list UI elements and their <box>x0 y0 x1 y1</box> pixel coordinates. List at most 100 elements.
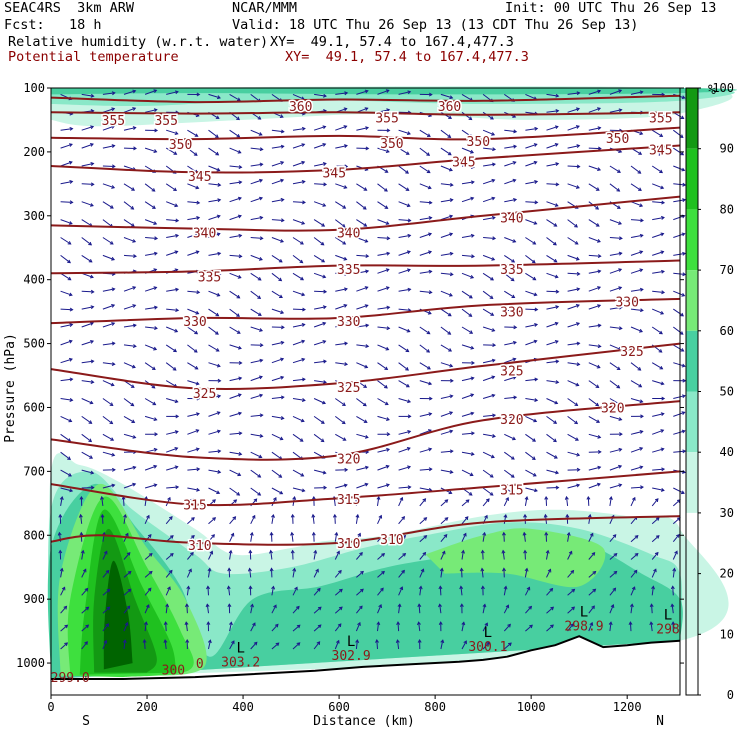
wind-vector <box>314 359 327 364</box>
wind-vector <box>651 498 659 507</box>
wind-vector <box>440 344 453 352</box>
rh-bl-50 <box>47 483 683 679</box>
wind-vector <box>567 467 581 472</box>
wind-vector <box>546 568 552 578</box>
wind-vector <box>81 289 95 294</box>
wind-vector <box>81 125 95 131</box>
wind-vector <box>271 325 285 330</box>
wind-vector <box>144 344 158 351</box>
wind-vector <box>166 201 179 208</box>
wind-vector <box>356 126 370 131</box>
wind-vector <box>226 585 231 596</box>
wind-vector <box>208 449 222 454</box>
wind-vector <box>609 165 621 173</box>
wind-vector <box>187 551 194 560</box>
wind-vector <box>81 469 95 475</box>
x-tick-label: 400 <box>232 700 254 714</box>
wind-vector <box>525 180 539 185</box>
wind-vector <box>416 621 421 632</box>
wind-vector <box>356 551 363 560</box>
theta-label: 355 <box>649 111 672 126</box>
wind-vector <box>355 513 360 524</box>
wind-vector <box>630 485 644 490</box>
wind-vector <box>588 380 600 389</box>
wind-vector <box>609 483 623 489</box>
wind-vector <box>546 305 560 310</box>
wind-vector <box>398 535 407 543</box>
y-tick-label: 700 <box>23 464 45 478</box>
wind-vector <box>60 160 73 167</box>
wind-vector <box>503 496 509 507</box>
wind-vector <box>334 531 339 542</box>
wind-vector <box>166 326 179 333</box>
wind-vector <box>356 344 370 349</box>
surface-theta-label: 0 <box>196 657 204 672</box>
wind-vector <box>292 272 305 281</box>
wind-vector <box>673 411 686 417</box>
wind-vector <box>58 549 63 560</box>
wind-vector <box>292 469 305 477</box>
wind-vector <box>461 640 467 650</box>
wind-vector <box>58 513 63 524</box>
wind-vector <box>673 165 686 172</box>
wind-vector <box>187 344 198 353</box>
wind-vector <box>609 286 623 292</box>
y-tick-label: 300 <box>23 209 45 223</box>
wind-vector <box>377 464 390 471</box>
wind-vector <box>100 495 104 506</box>
wind-vector <box>673 394 686 399</box>
wind-vector <box>60 487 74 493</box>
wind-vector <box>229 308 240 317</box>
wind-vector <box>651 129 664 137</box>
wind-vector <box>588 107 602 113</box>
wind-vector <box>81 340 95 346</box>
wind-vector <box>673 182 687 187</box>
wind-vector <box>630 165 642 174</box>
wind-vector <box>356 465 369 471</box>
wind-vector <box>525 143 538 149</box>
rh-mid-60 <box>425 528 606 588</box>
wind-vector <box>419 147 431 156</box>
wind-vector <box>208 362 221 368</box>
wind-vector <box>567 322 581 328</box>
wind-vector <box>271 237 285 243</box>
wind-vector <box>166 465 179 471</box>
wind-vector <box>673 251 687 256</box>
wind-vector <box>184 621 189 632</box>
wind-vector <box>208 344 220 352</box>
wind-vector <box>609 236 623 241</box>
wind-vector <box>377 415 390 421</box>
wind-vector <box>335 287 348 292</box>
surface-low-value: 298 <box>656 623 679 638</box>
wind-vector <box>81 398 94 405</box>
wind-vector <box>480 567 485 578</box>
wind-vector <box>60 272 72 281</box>
wind-vector <box>525 200 539 205</box>
wind-vector <box>567 588 576 596</box>
wind-vector <box>461 344 475 350</box>
wind-vector <box>419 380 433 386</box>
wind-vector <box>81 433 93 443</box>
colorbar-tick-label: 20 <box>720 567 734 581</box>
wind-vector <box>419 250 433 256</box>
wind-vector <box>356 605 363 614</box>
wind-vector <box>187 183 200 190</box>
wind-vector <box>187 326 199 335</box>
wind-vector <box>229 196 242 203</box>
wind-vector <box>187 517 195 525</box>
wind-vector <box>503 513 508 524</box>
wind-vector <box>672 326 684 335</box>
colorbar-tick-label: 0 <box>727 688 734 702</box>
wind-vector <box>652 380 665 386</box>
wind-vector <box>314 485 328 490</box>
wind-vector <box>290 531 295 542</box>
wind-vector <box>187 535 195 543</box>
wind-vector <box>524 567 529 578</box>
wind-vector <box>102 254 116 261</box>
wind-vector <box>187 216 201 221</box>
wind-vector <box>102 322 116 328</box>
theta-label: 345 <box>649 143 672 158</box>
wind-vector <box>483 147 497 152</box>
wind-vector <box>292 126 306 131</box>
colorbar-tick-label: 50 <box>720 385 734 399</box>
